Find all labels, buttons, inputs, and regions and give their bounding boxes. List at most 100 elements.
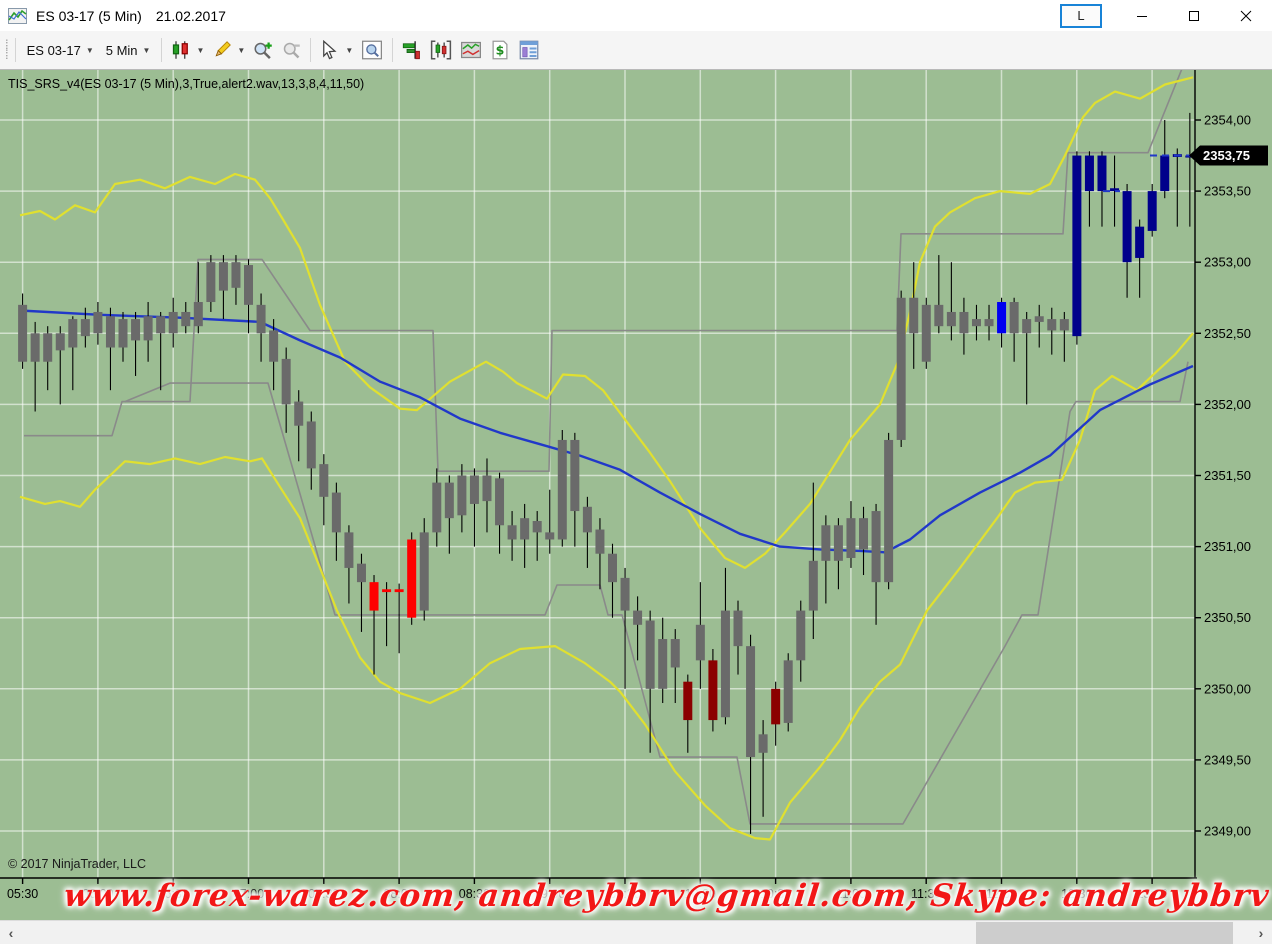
link-button[interactable]: L <box>1060 3 1102 28</box>
price-tick-label: 2353,00 <box>1204 255 1251 270</box>
separator <box>161 38 163 62</box>
horizontal-scrollbar[interactable]: ‹ › <box>0 920 1272 944</box>
data-box-icon <box>362 40 383 60</box>
candle-body <box>43 333 53 362</box>
chart-canvas[interactable]: 2354,00 2353,50 2353,00 2352,50 2352,00 2351,… <box>0 70 1272 920</box>
chart-trader-icon <box>431 40 452 60</box>
candle-body <box>884 439 894 583</box>
candle-body <box>695 624 705 661</box>
candle-body <box>294 401 304 426</box>
time-tick-label: 09:00 <box>534 887 565 901</box>
candle-body <box>55 333 65 351</box>
minimize-button[interactable] <box>1116 0 1168 31</box>
candle-body <box>306 421 316 469</box>
candle-body <box>206 262 216 303</box>
time-tick-label: 13:00 <box>1136 887 1167 901</box>
separator <box>392 38 394 62</box>
account-dollar-button[interactable]: $ <box>486 37 514 63</box>
price-tick-label: 2350,00 <box>1204 681 1251 696</box>
candle-body <box>733 610 743 647</box>
title-bar: ES 03-17 (5 Min) 21.02.2017 L <box>0 0 1272 31</box>
properties-button[interactable] <box>514 37 544 63</box>
close-icon <box>1240 10 1252 21</box>
interval-label: 5 Min <box>105 42 138 58</box>
time-tick-label: 07:00 <box>233 887 264 901</box>
minimize-icon <box>1137 15 1147 17</box>
candle-body <box>482 475 492 502</box>
candle-body <box>582 506 592 533</box>
candle-body <box>1135 226 1145 258</box>
cursor-button[interactable]: ▼ <box>316 37 357 63</box>
chart-style-icon <box>173 41 189 59</box>
candle-body <box>545 532 555 540</box>
candle-body <box>683 681 693 721</box>
candle-body <box>607 553 617 583</box>
candle-body <box>1160 155 1170 192</box>
candle-body <box>595 529 605 554</box>
price-tick-label: 2353,50 <box>1204 184 1251 199</box>
window-controls: L <box>1060 0 1272 31</box>
indicator-label: TIS_SRS_v4(ES 03-17 (5 Min),3,True,alert… <box>8 77 364 91</box>
zoom-in-button[interactable] <box>249 37 277 63</box>
candle-body <box>1122 191 1132 263</box>
candle-body <box>382 589 392 593</box>
time-tick-label: 05:30 <box>7 887 38 901</box>
data-box-button[interactable] <box>357 37 387 63</box>
scrollbar-thumb[interactable] <box>976 922 1233 944</box>
drawing-tools-button[interactable]: ▼ <box>208 37 249 63</box>
chart-style-button[interactable]: ▼ <box>167 37 208 63</box>
chevron-down-icon: ▼ <box>196 45 205 55</box>
candle-body <box>68 319 78 348</box>
market-analyzer-button[interactable] <box>398 37 426 63</box>
candle-body <box>708 660 718 721</box>
scroll-left-icon[interactable]: ‹ <box>8 925 14 941</box>
candle-body <box>934 304 944 327</box>
candle-body <box>946 311 956 327</box>
time-tick-label: 12:30 <box>1061 887 1092 901</box>
time-tick-label: 12:00 <box>986 887 1017 901</box>
chart-trader-button[interactable] <box>426 37 456 63</box>
instrument-selector[interactable]: ES 03-17 ▼ <box>21 39 100 62</box>
candle-body <box>771 688 781 725</box>
price-chart[interactable]: 2354,00 2353,50 2353,00 2352,50 2352,00 2351,… <box>0 70 1272 920</box>
candle-body <box>356 563 366 583</box>
candle-body <box>658 639 668 689</box>
window-title: ES 03-17 (5 Min) <box>36 7 142 24</box>
svg-text:$: $ <box>496 42 505 57</box>
candle-body <box>218 262 228 291</box>
candle-body <box>231 262 241 288</box>
candle-body <box>1047 319 1057 331</box>
last-price-marker-label: 2353,75 <box>1203 148 1250 163</box>
candle-body <box>80 319 90 337</box>
time-tick-label: 07:30 <box>308 887 339 901</box>
instrument-label: ES 03-17 <box>26 42 81 58</box>
account-dollar-icon: $ <box>492 40 508 60</box>
indicators-panel-button[interactable] <box>456 37 486 63</box>
zoom-out-button[interactable] <box>277 37 305 63</box>
candle-body <box>444 482 454 519</box>
zoom-in-icon <box>254 42 273 60</box>
candle-body <box>1022 319 1032 334</box>
chevron-down-icon: ▼ <box>142 45 151 55</box>
interval-selector[interactable]: 5 Min ▼ <box>100 39 157 62</box>
candle-body <box>407 539 417 618</box>
close-button[interactable] <box>1220 0 1272 31</box>
toolbar-grip[interactable]: ⁞ ⁞ <box>5 37 8 62</box>
candle-body <box>720 610 730 718</box>
candle-body <box>1147 191 1157 231</box>
candle-body <box>193 302 203 327</box>
separator <box>14 38 16 62</box>
candle-body <box>432 482 442 533</box>
scroll-right-icon[interactable]: › <box>1258 925 1264 941</box>
window-title-date: 21.02.2017 <box>155 7 226 24</box>
candle-body <box>281 358 291 405</box>
copyright-label: © 2017 NinjaTrader, LLC <box>8 857 146 871</box>
candle-body <box>93 311 103 334</box>
candle-body <box>532 521 542 533</box>
maximize-button[interactable] <box>1168 0 1220 31</box>
candle-body <box>269 330 279 362</box>
chevron-down-icon: ▼ <box>237 45 246 55</box>
chevron-down-icon: ▼ <box>345 45 354 55</box>
candle-body <box>1084 155 1094 192</box>
